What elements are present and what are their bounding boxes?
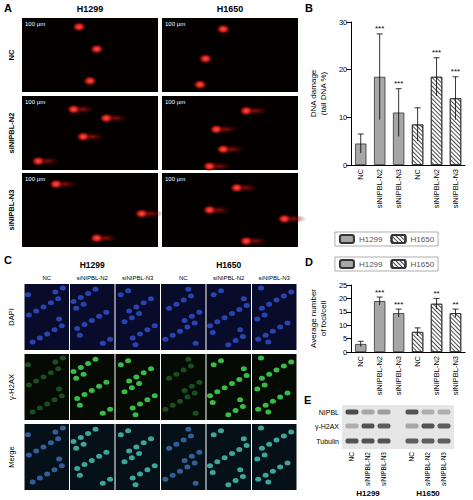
svg-text:5: 5 bbox=[343, 334, 347, 343]
svg-text:γ-H2AX: γ-H2AX bbox=[7, 374, 16, 400]
svg-text:30: 30 bbox=[339, 18, 347, 27]
svg-text:C: C bbox=[4, 254, 12, 266]
svg-text:NC: NC bbox=[179, 275, 188, 281]
svg-text:H1299: H1299 bbox=[359, 235, 383, 244]
svg-text:siNIPBL-N3: siNIPBL-N3 bbox=[440, 452, 447, 486]
svg-text:B: B bbox=[305, 2, 313, 14]
svg-text:H1299: H1299 bbox=[356, 489, 380, 498]
svg-text:siNIPBL-N2: siNIPBL-N2 bbox=[375, 169, 384, 208]
svg-text:siNIPBL-N2: siNIPBL-N2 bbox=[213, 275, 245, 281]
svg-text:siNIPBL-N2: siNIPBL-N2 bbox=[375, 356, 384, 395]
svg-text:100 µm: 100 µm bbox=[165, 21, 185, 27]
svg-text:H1650: H1650 bbox=[411, 260, 435, 269]
svg-text:H1299: H1299 bbox=[359, 260, 383, 269]
svg-text:siNIPBL-N3: siNIPBL-N3 bbox=[259, 275, 291, 281]
svg-text:of foci/cell: of foci/cell bbox=[319, 300, 328, 336]
svg-text:NIPBL: NIPBL bbox=[319, 409, 339, 416]
svg-text:100 µm: 100 µm bbox=[165, 99, 185, 105]
svg-text:siNIPBL-N3: siNIPBL-N3 bbox=[394, 356, 403, 395]
svg-text:***: *** bbox=[432, 48, 441, 57]
svg-text:DAPI: DAPI bbox=[7, 308, 16, 326]
svg-text:siNIPBL-N3: siNIPBL-N3 bbox=[451, 169, 460, 208]
svg-text:***: *** bbox=[451, 67, 460, 76]
svg-text:100 µm: 100 µm bbox=[25, 21, 45, 27]
svg-text:H1650: H1650 bbox=[411, 235, 435, 244]
svg-text:D: D bbox=[305, 256, 313, 268]
svg-text:siNIPBL-N2: siNIPBL-N2 bbox=[424, 452, 431, 486]
svg-text:H1650: H1650 bbox=[416, 489, 440, 498]
svg-text:H1299: H1299 bbox=[80, 260, 105, 270]
svg-text:γ-H2AX: γ-H2AX bbox=[315, 423, 339, 431]
svg-text:100 µm: 100 µm bbox=[25, 176, 45, 182]
svg-text:10: 10 bbox=[339, 321, 347, 330]
svg-text:***: *** bbox=[375, 288, 384, 297]
svg-text:***: *** bbox=[375, 24, 384, 33]
svg-text:15: 15 bbox=[339, 307, 347, 316]
svg-text:H1299: H1299 bbox=[77, 4, 104, 14]
svg-text:100 µm: 100 µm bbox=[25, 99, 45, 105]
svg-text:0: 0 bbox=[343, 348, 347, 357]
svg-text:NC: NC bbox=[408, 452, 415, 462]
svg-text:NC: NC bbox=[348, 452, 355, 462]
svg-text:Merge: Merge bbox=[7, 446, 16, 467]
svg-text:siNIPBL-N3: siNIPBL-N3 bbox=[394, 169, 403, 208]
svg-text:siNIPBL-N3: siNIPBL-N3 bbox=[451, 356, 460, 395]
svg-text:siNIPBL-N2: siNIPBL-N2 bbox=[7, 113, 16, 154]
svg-text:20: 20 bbox=[339, 65, 347, 74]
svg-text:siNIPBL-N2: siNIPBL-N2 bbox=[432, 169, 441, 208]
svg-text:***: *** bbox=[394, 79, 403, 88]
svg-text:siNIPBL-N2: siNIPBL-N2 bbox=[364, 452, 371, 486]
svg-text:siNIPBL-N2: siNIPBL-N2 bbox=[77, 275, 109, 281]
svg-text:NC: NC bbox=[413, 355, 422, 366]
svg-text:25: 25 bbox=[339, 281, 347, 290]
svg-text:E: E bbox=[304, 394, 311, 406]
svg-text:NC: NC bbox=[413, 168, 422, 179]
svg-text:siNIPBL-N3: siNIPBL-N3 bbox=[7, 190, 16, 231]
svg-text:Average number: Average number bbox=[309, 289, 318, 348]
svg-text:100 µm: 100 µm bbox=[165, 176, 185, 182]
svg-text:NC: NC bbox=[356, 355, 365, 366]
svg-text:siNIPBL-N3: siNIPBL-N3 bbox=[380, 452, 387, 486]
svg-text:siNIPBL-N3: siNIPBL-N3 bbox=[122, 275, 154, 281]
svg-text:(tail DNA %): (tail DNA %) bbox=[319, 71, 328, 115]
svg-text:siNIPBL-N2: siNIPBL-N2 bbox=[432, 356, 441, 395]
svg-text:20: 20 bbox=[339, 294, 347, 303]
svg-text:A: A bbox=[4, 2, 12, 14]
svg-text:H1650: H1650 bbox=[217, 4, 244, 14]
svg-text:**: ** bbox=[452, 300, 458, 309]
svg-text:DNA damage: DNA damage bbox=[309, 69, 318, 117]
svg-text:10: 10 bbox=[339, 113, 347, 122]
svg-text:Tubulin: Tubulin bbox=[316, 438, 339, 445]
svg-text:NC: NC bbox=[356, 168, 365, 179]
svg-text:0: 0 bbox=[343, 161, 347, 170]
svg-text:**: ** bbox=[433, 289, 439, 298]
svg-text:NC: NC bbox=[7, 49, 16, 60]
svg-text:NC: NC bbox=[42, 275, 51, 281]
svg-text:H1650: H1650 bbox=[216, 260, 241, 270]
svg-text:***: *** bbox=[394, 300, 403, 309]
